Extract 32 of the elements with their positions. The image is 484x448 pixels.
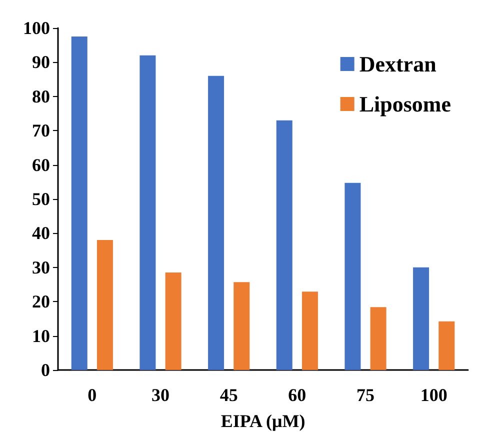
y-tick-label: 90 [32,52,50,72]
y-tick-label: 30 [32,257,50,278]
bar [71,36,88,370]
bar [413,267,430,370]
y-tick-label: 80 [32,86,50,106]
y-tick-label: 0 [41,360,50,380]
y-tick-label: 100 [23,18,50,38]
x-tick-label: 60 [288,385,306,405]
x-axis-title: EIPA (μM) [220,411,306,431]
y-tick-label: 10 [32,326,50,346]
bar [96,240,113,370]
x-tick-label: 0 [88,385,97,405]
x-tick-label: 75 [356,385,374,405]
y-tick-label: 50 [32,189,50,209]
bar [302,292,318,370]
bar [234,282,250,370]
bar [344,182,361,370]
bar [208,76,224,370]
bar [438,321,455,370]
y-tick-label: 70 [32,120,50,141]
bar [276,120,292,370]
y-tick-label: 60 [32,154,50,175]
x-tick-label: 45 [220,385,238,405]
legend-label: Dextran [359,52,436,76]
y-tick-label: 20 [32,292,50,312]
x-tick-label: 30 [152,385,170,405]
x-tick-label: 100 [420,385,448,405]
bar [165,272,182,370]
bar [140,55,156,370]
bar [370,307,386,370]
legend-label: Liposome [359,92,452,116]
y-tick-label: 40 [32,223,50,244]
